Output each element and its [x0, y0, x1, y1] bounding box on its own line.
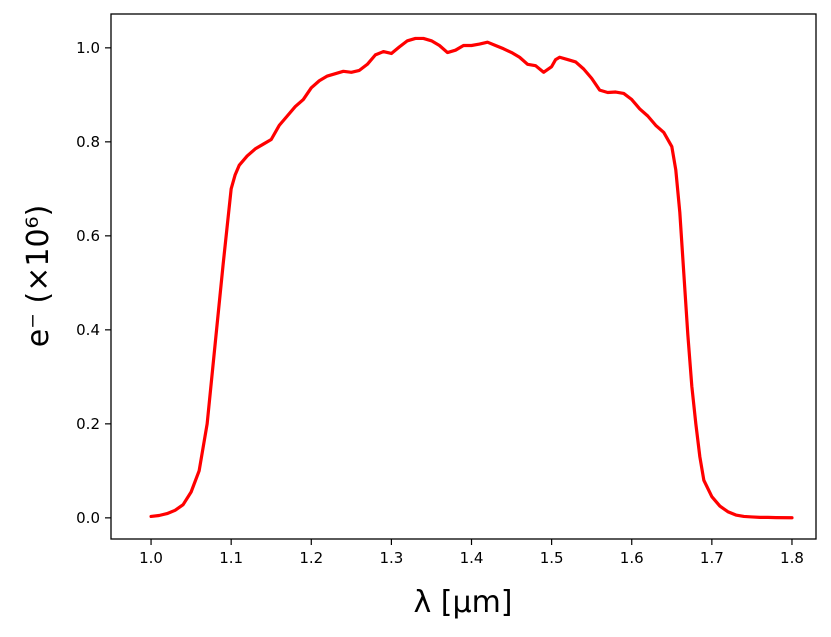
x-tick-label: 1.5 [540, 549, 564, 567]
x-tick-label: 1.3 [379, 549, 403, 567]
y-tick-label: 0.4 [76, 321, 100, 339]
series-layer [149, 36, 794, 520]
plot-frame [110, 13, 817, 540]
y-axis-label: e⁻ (×10⁶) [21, 205, 56, 348]
x-axis-label: λ [μm] [413, 585, 512, 620]
x-tick-label: 1.8 [780, 549, 804, 567]
x-axis-ticks: 1.0 1.1 1.2 1.3 1.4 1.5 1.6 1.7 1.8 [139, 539, 804, 567]
y-tick-label: 0.6 [76, 227, 100, 245]
x-tick-label: 1.1 [219, 549, 243, 567]
y-tick-label: 0.8 [76, 133, 100, 151]
y-axis-ticks: 0.0 0.2 0.4 0.6 0.8 1.0 [76, 39, 111, 527]
series-line [149, 36, 794, 520]
x-tick-label: 1.0 [139, 549, 163, 567]
x-tick-label: 1.4 [460, 549, 484, 567]
y-tick-label: 0.2 [76, 415, 100, 433]
y-tick-label: 1.0 [76, 39, 100, 57]
x-tick-label: 1.6 [620, 549, 644, 567]
x-tick-label: 1.7 [700, 549, 724, 567]
y-tick-label: 0.0 [76, 509, 100, 527]
x-tick-label: 1.2 [299, 549, 323, 567]
